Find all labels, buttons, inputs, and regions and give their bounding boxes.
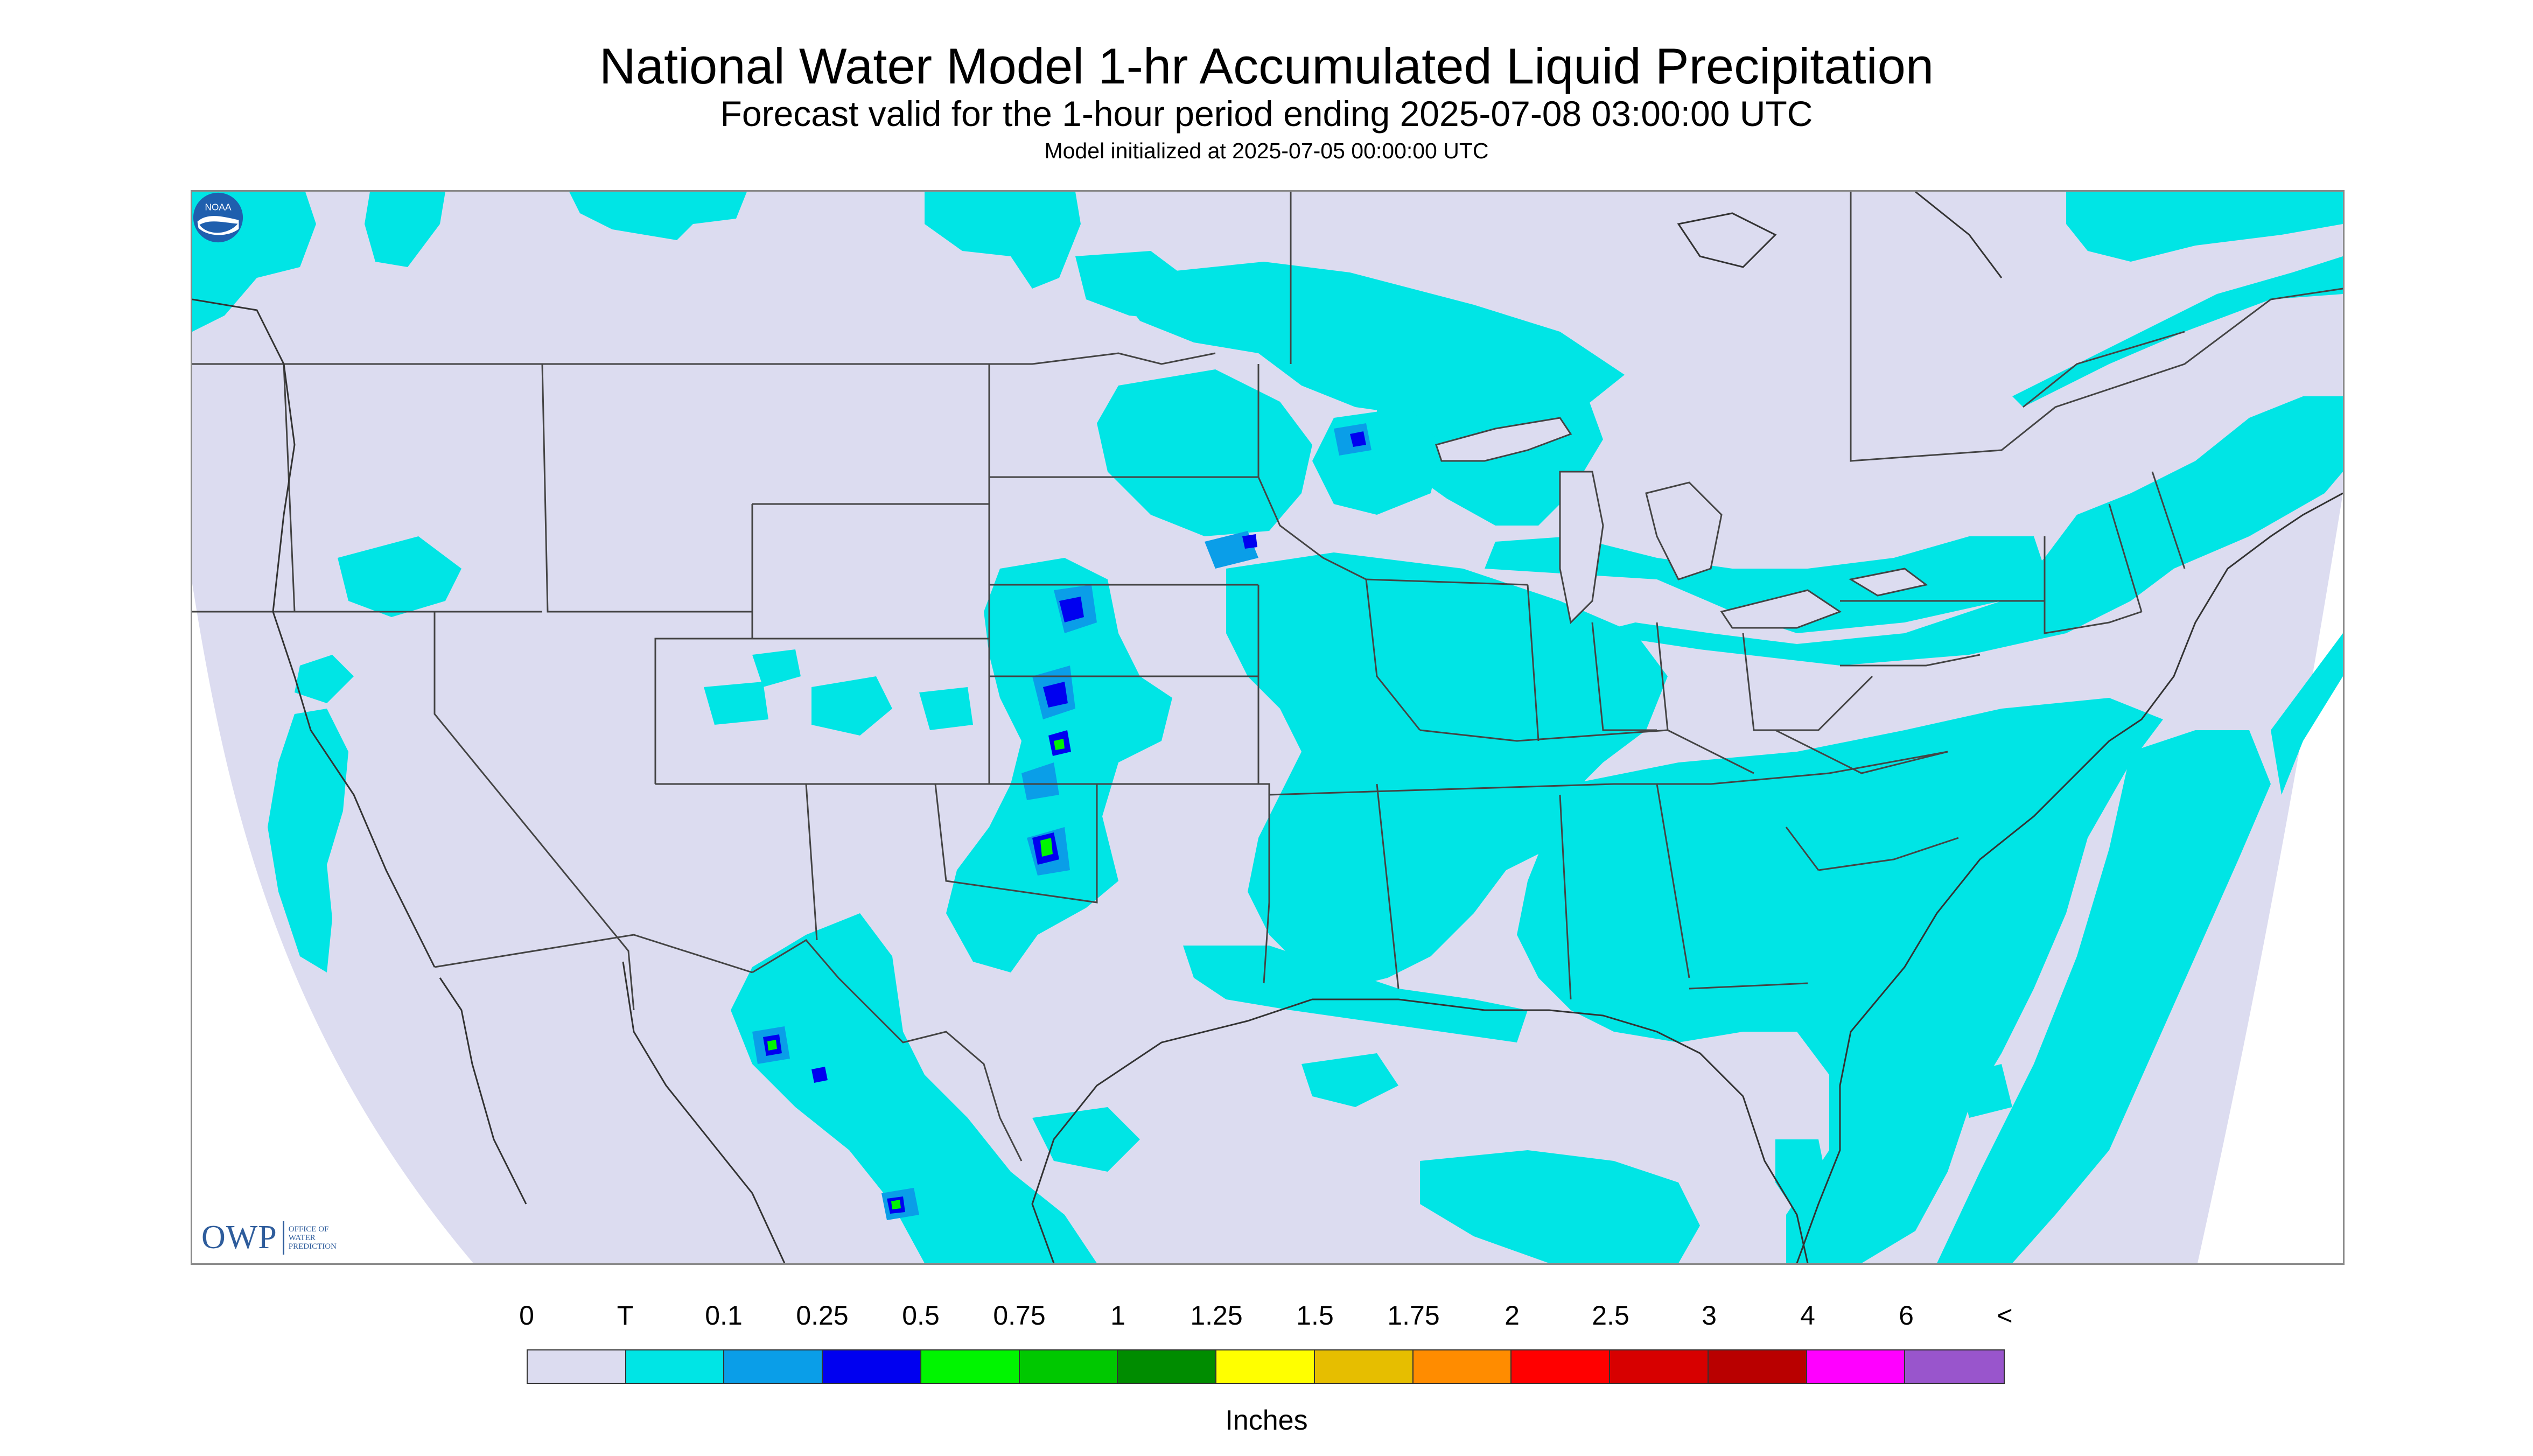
moderate-precip xyxy=(767,739,1065,1209)
legend-label: 1.25 xyxy=(1190,1300,1243,1331)
legend-swatch xyxy=(1807,1350,1906,1383)
international-boundaries xyxy=(434,192,2343,1161)
legend-label: < xyxy=(1997,1300,2013,1331)
legend-swatch xyxy=(528,1350,626,1383)
legend-swatch xyxy=(823,1350,921,1383)
owp-logo-mark: OWP xyxy=(201,1219,277,1256)
forecast-valid-subtitle: Forecast valid for the 1-hour period end… xyxy=(720,94,1813,134)
great-lakes xyxy=(1435,417,1928,629)
legend-swatch xyxy=(1216,1350,1315,1383)
legend-label: 0.25 xyxy=(796,1300,849,1331)
legend-label: 1 xyxy=(1110,1300,1125,1331)
legend-label: 2 xyxy=(1505,1300,1520,1331)
state-boundaries xyxy=(192,352,2186,1011)
legend-label: 2.5 xyxy=(1592,1300,1629,1331)
map-canvas xyxy=(192,192,2343,1263)
legend-label: 0.75 xyxy=(993,1300,1046,1331)
legend-label: 0.1 xyxy=(705,1300,743,1331)
owp-logo: OWP OFFICE OF WATER PREDICTION xyxy=(201,1219,337,1257)
legend-swatch xyxy=(1610,1350,1709,1383)
svg-text:NOAA: NOAA xyxy=(205,202,232,213)
legend-swatch xyxy=(1019,1350,1118,1383)
owp-logo-text: OFFICE OF WATER PREDICTION xyxy=(288,1224,337,1251)
precipitation-areas xyxy=(192,192,2343,1263)
legend-label: 4 xyxy=(1800,1300,1815,1331)
legend-label: 0 xyxy=(519,1300,534,1331)
legend-label: 0.5 xyxy=(902,1300,940,1331)
legend-swatch xyxy=(1708,1350,1807,1383)
legend-swatch xyxy=(921,1350,1020,1383)
legend-swatch xyxy=(1118,1350,1217,1383)
legend-color-bar xyxy=(527,1349,2005,1384)
trace-precip xyxy=(192,192,2343,1263)
legend-label: T xyxy=(617,1300,634,1331)
noaa-logo: NOAA xyxy=(193,192,243,243)
legend-label: 6 xyxy=(1899,1300,1914,1331)
precipitation-map[interactable]: OWP OFFICE OF WATER PREDICTION NOAA xyxy=(191,190,2345,1265)
legend-swatch xyxy=(626,1350,725,1383)
legend-label: 1.5 xyxy=(1296,1300,1334,1331)
coastlines xyxy=(192,192,2343,1263)
chart-title: National Water Model 1-hr Accumulated Li… xyxy=(599,38,1934,94)
model-init-subtitle: Model initialized at 2025-07-05 00:00:00… xyxy=(1044,138,1489,163)
legend-swatch xyxy=(1314,1350,1414,1383)
legend-swatch xyxy=(1512,1350,1611,1383)
legend-label: 1.75 xyxy=(1387,1300,1440,1331)
legend-swatch xyxy=(1905,1350,2004,1383)
legend-units: Inches xyxy=(1225,1405,1308,1436)
legend-swatch xyxy=(1413,1350,1512,1383)
legend-label: 3 xyxy=(1702,1300,1717,1331)
legend-swatch xyxy=(724,1350,823,1383)
